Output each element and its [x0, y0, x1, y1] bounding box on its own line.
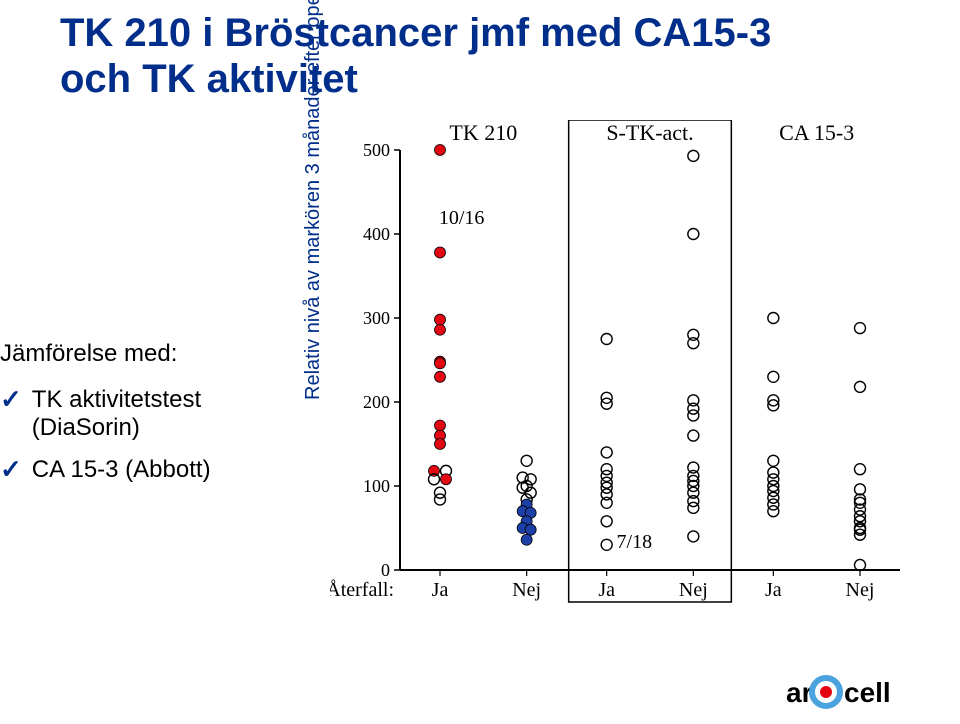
- svg-text:TK 210: TK 210: [449, 120, 517, 145]
- arocell-logo: ar cell: [786, 672, 936, 712]
- svg-text:Nej: Nej: [846, 579, 875, 601]
- chart-svg: 0 100 200 300 400 500 TK 210 S-TK-act. CA 15-3 Åt…: [330, 120, 930, 640]
- svg-text:Ja: Ja: [432, 579, 449, 601]
- svg-text:Nej: Nej: [512, 579, 541, 601]
- slide-title: TK 210 i Bröstcancer jmf med CA15-3 och …: [60, 10, 771, 102]
- svg-text:Nej: Nej: [679, 579, 708, 601]
- svg-text:7/18: 7/18: [617, 531, 653, 553]
- comparison-list: Jämförelse med: ✓ TK aktivitetstest (Dia…: [0, 340, 300, 498]
- svg-text:Ja: Ja: [765, 579, 782, 601]
- check-icon: ✓: [0, 456, 22, 482]
- strip-chart: 0 100 200 300 400 500 TK 210 S-TK-act. CA 15-3 Åt…: [330, 120, 930, 640]
- svg-text:ar: ar: [786, 677, 813, 708]
- svg-text:400: 400: [363, 224, 390, 244]
- list-item: ✓ CA 15-3 (Abbott): [0, 456, 300, 484]
- title-line1: TK 210 i Bröstcancer jmf med CA15-3: [60, 11, 771, 55]
- svg-text:0: 0: [381, 560, 390, 580]
- list-item: ✓ TK aktivitetstest (DiaSorin): [0, 386, 300, 442]
- svg-text:500: 500: [363, 140, 390, 160]
- svg-text:10/16: 10/16: [439, 207, 485, 229]
- svg-text:cell: cell: [844, 677, 891, 708]
- svg-text:100: 100: [363, 476, 390, 496]
- svg-text:S-TK-act.: S-TK-act.: [606, 120, 693, 145]
- svg-text:Ja: Ja: [598, 579, 615, 601]
- check-icon: ✓: [0, 386, 22, 412]
- list-item-text: CA 15-3 (Abbott): [32, 456, 211, 484]
- list-item-text: TK aktivitetstest (DiaSorin): [32, 386, 300, 442]
- svg-text:Återfall:: Återfall:: [330, 579, 394, 601]
- svg-text:200: 200: [363, 392, 390, 412]
- comparison-lead: Jämförelse med:: [0, 340, 300, 368]
- svg-text:CA 15-3: CA 15-3: [779, 120, 854, 145]
- svg-text:300: 300: [363, 308, 390, 328]
- y-axis-label: Relativ nivå av markören 3 månader efter…: [302, 0, 325, 400]
